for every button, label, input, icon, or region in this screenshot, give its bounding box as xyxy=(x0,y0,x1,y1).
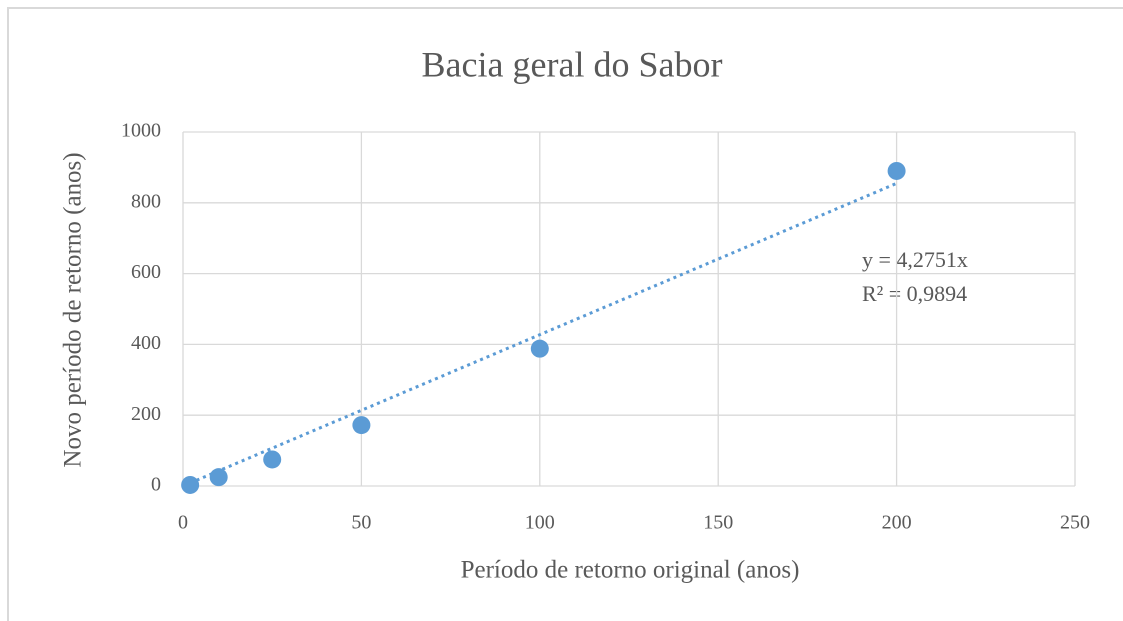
x-axis-label: Período de retorno original (anos) xyxy=(461,557,800,584)
y-tick-label: 200 xyxy=(131,403,161,425)
data-point xyxy=(181,475,200,494)
data-point xyxy=(887,161,906,180)
y-axis-label: Novo período de retorno (anos) xyxy=(60,152,87,467)
y-tick-label: 1000 xyxy=(121,120,161,142)
x-tick-label: 0 xyxy=(178,512,188,534)
x-tick-label: 150 xyxy=(703,512,733,534)
y-tick-label: 800 xyxy=(131,190,161,212)
data-point xyxy=(209,468,228,487)
x-tick-label: 100 xyxy=(525,512,555,534)
y-tick-label: 600 xyxy=(131,261,161,283)
x-tick-label: 250 xyxy=(1060,512,1090,534)
chart-title: Bacia geral do Sabor xyxy=(422,44,723,84)
data-point xyxy=(352,416,371,435)
data-point xyxy=(263,450,282,469)
y-tick-label: 400 xyxy=(131,332,161,354)
x-tick-label: 200 xyxy=(882,512,912,534)
r-squared-label: R² = 0,9894 xyxy=(862,281,967,306)
x-tick-label: 50 xyxy=(351,512,371,534)
data-point xyxy=(530,339,549,358)
trendline xyxy=(189,181,898,485)
equation-label: y = 4,2751x xyxy=(862,247,968,272)
chart-frame xyxy=(7,7,1123,621)
y-tick-label: 0 xyxy=(151,474,161,496)
